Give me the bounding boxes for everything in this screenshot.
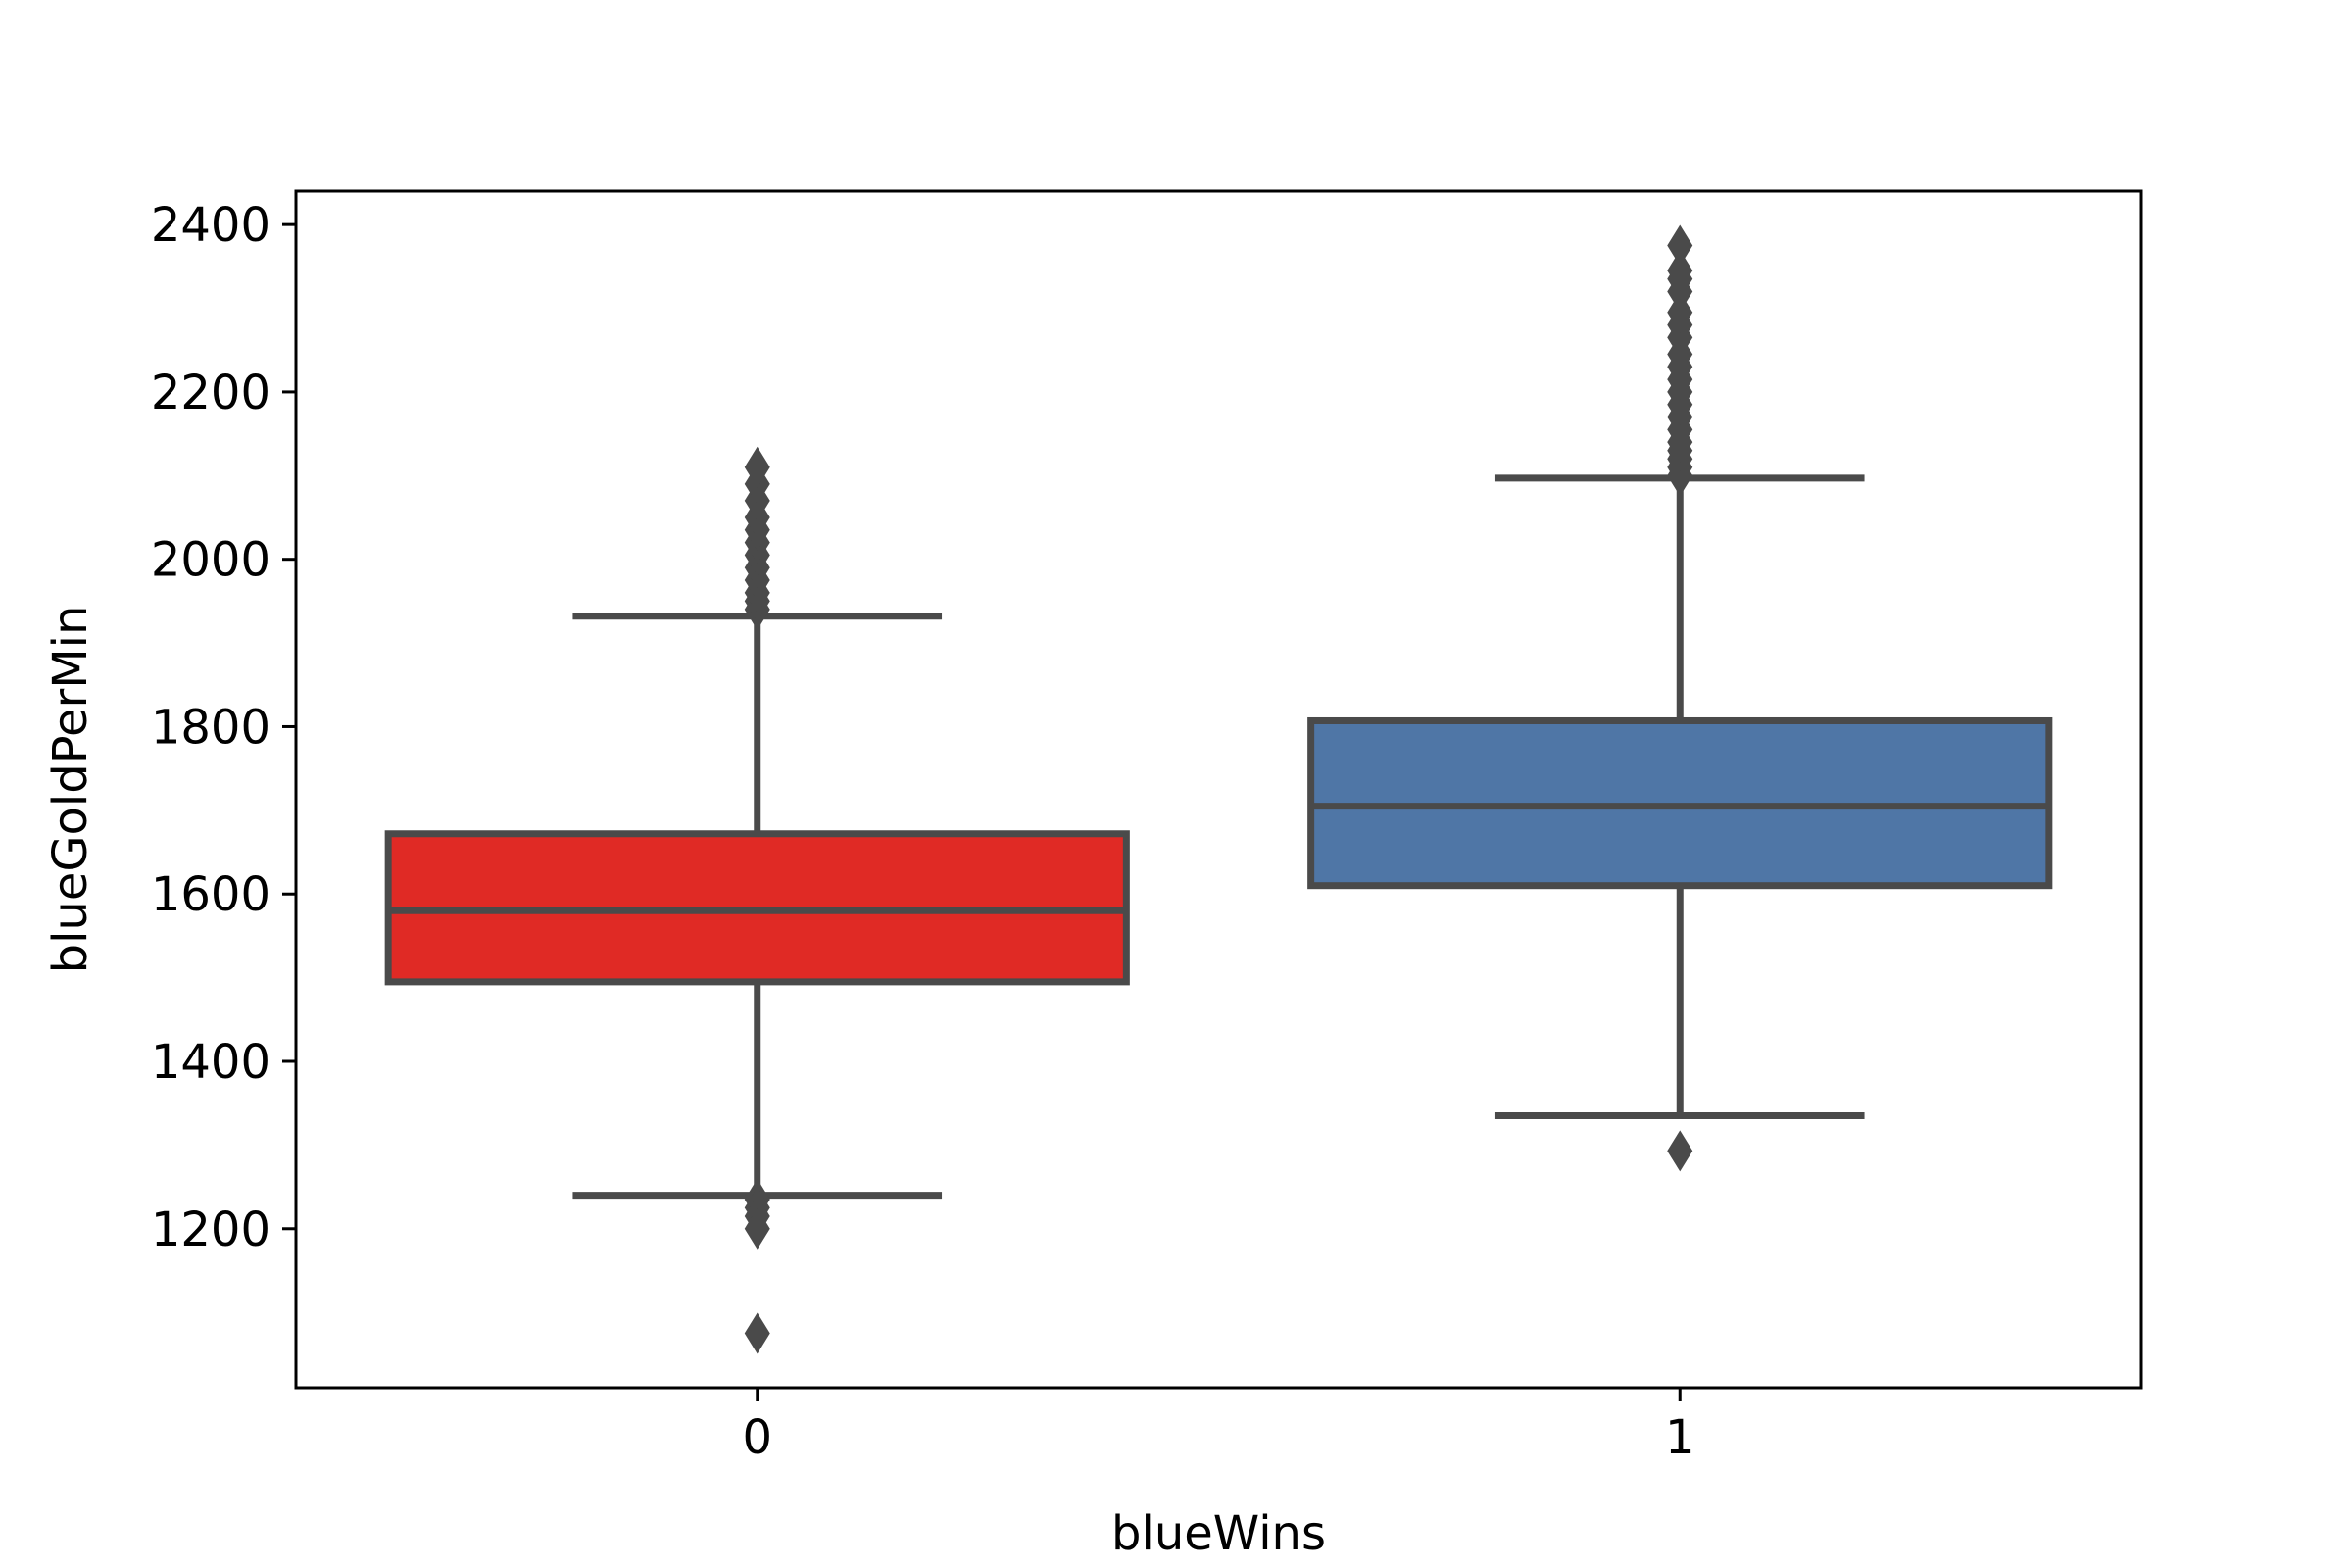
y-tick-label: 1600 <box>151 867 270 922</box>
x-tick-label: 1 <box>1665 1410 1695 1465</box>
boxes-layer <box>384 224 2053 1354</box>
x-tick-label: 0 <box>742 1410 772 1465</box>
y-tick-label: 2200 <box>151 366 270 420</box>
outlier-point <box>1667 250 1693 292</box>
outlier-point <box>1667 291 1693 333</box>
x-axis-label: blueWins <box>1111 1506 1326 1561</box>
y-tick-label: 2400 <box>151 198 270 253</box>
y-tick-label: 1400 <box>151 1035 270 1090</box>
outlier-point <box>744 1207 770 1250</box>
y-axis-label: blueGoldPerMin <box>43 606 98 974</box>
outlier-point <box>744 1312 770 1354</box>
outlier-point <box>1667 224 1693 267</box>
y-tick-label: 1800 <box>151 700 270 755</box>
plot-frame <box>294 189 2143 1390</box>
y-tick-label: 2000 <box>151 533 270 588</box>
y-axis-ticks: 1200 1400 1600 1800 2000 2200 2400 <box>151 198 296 1257</box>
outlier-point <box>1667 1130 1693 1172</box>
box-group-0 <box>384 446 1130 1354</box>
outlier-point <box>744 446 770 488</box>
box-group-1 <box>1307 224 2053 1172</box>
y-tick-label: 1200 <box>151 1202 270 1257</box>
